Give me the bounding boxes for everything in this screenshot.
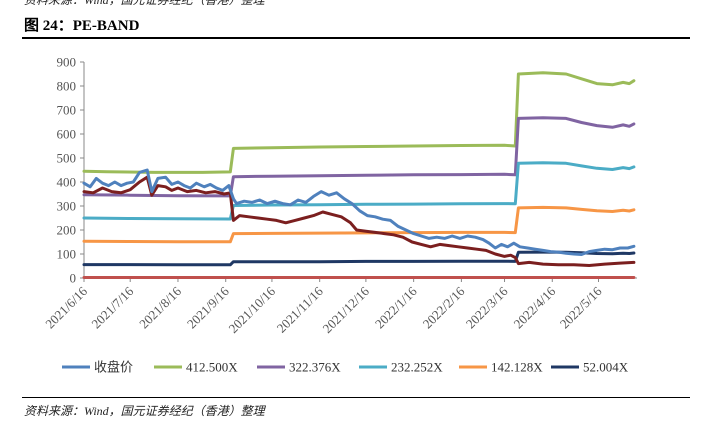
legend-label: 232.252X xyxy=(391,360,443,375)
x-tick-label: 2022/5/16 xyxy=(557,283,605,331)
x-tick-label: 2022/2/16 xyxy=(420,283,468,331)
y-tick-label: 400 xyxy=(57,175,77,190)
x-tick-label: 2021/8/16 xyxy=(136,283,184,331)
series-line-5 xyxy=(82,250,636,267)
series-line-0 xyxy=(82,168,636,256)
x-tick-label: 2022/3/16 xyxy=(463,283,511,331)
top-source-note: 资料来源：Wind，国元证券经纪（香港）整理 xyxy=(24,0,265,7)
title-rule xyxy=(22,37,690,39)
x-tick-label: 2021/10/16 xyxy=(226,283,279,336)
y-tick-label: 900 xyxy=(57,55,77,70)
y-tick-label: 600 xyxy=(57,127,77,142)
x-tick-label: 2021/7/16 xyxy=(88,283,136,331)
bottom-source-note: 资料来源：Wind，国元证券经纪（香港）整理 xyxy=(24,404,265,418)
series-line-4 xyxy=(82,205,636,244)
x-tick-label: 2021/6/16 xyxy=(42,283,90,331)
y-tick-label: 0 xyxy=(70,271,77,286)
series-line-2 xyxy=(82,116,636,198)
y-tick-label: 700 xyxy=(57,103,77,118)
series-layer xyxy=(82,71,636,279)
x-tick-label: 2021/12/16 xyxy=(320,283,373,336)
figure-title: 图 24：PE-BAND xyxy=(24,18,140,34)
y-tick-label: 300 xyxy=(57,199,77,214)
x-tick-label: 2022/4/16 xyxy=(511,283,559,331)
legend-label: 412.500X xyxy=(186,360,238,375)
legend-label: 52.004X xyxy=(583,360,629,375)
chart-legend: 收盘价 412.500X 322.376X 232.252X 142.128X 52.00… xyxy=(62,360,629,375)
legend-label: 收盘价 xyxy=(94,360,133,375)
legend-label: 142.128X xyxy=(491,360,543,375)
y-tick-label: 800 xyxy=(57,79,77,94)
x-tick-label: 2021/9/16 xyxy=(184,283,232,331)
series-line-1 xyxy=(82,71,636,174)
y-tick-label: 200 xyxy=(57,223,77,238)
y-tick-label: 500 xyxy=(57,151,77,166)
y-tick-label: 100 xyxy=(57,247,77,262)
legend-label: 322.376X xyxy=(289,360,341,375)
x-tick-label: 2022/1/16 xyxy=(372,283,420,331)
series-line-6 xyxy=(82,175,636,267)
x-tick-label: 2021/11/16 xyxy=(274,283,326,335)
footer-rule xyxy=(22,397,690,398)
